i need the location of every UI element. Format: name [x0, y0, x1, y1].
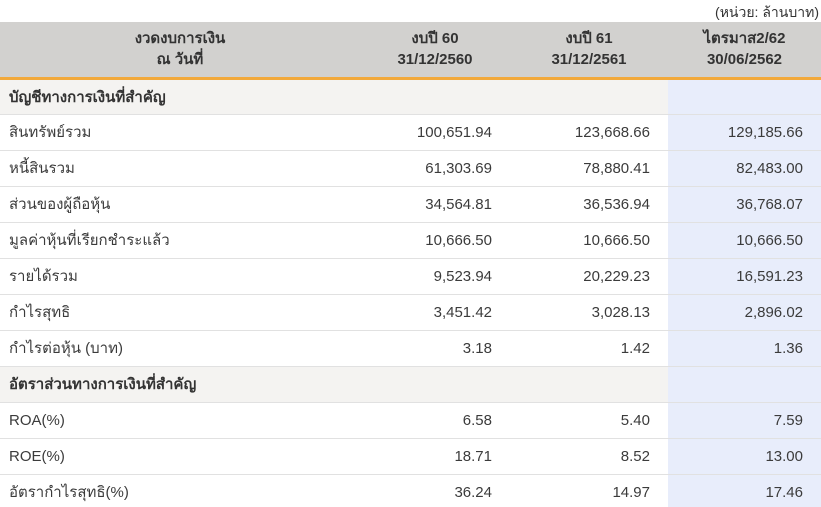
table-row: ROE(%) 18.71 8.52 13.00: [0, 438, 821, 475]
header-period: งวดงบการเงิน ณ วันที่: [0, 22, 360, 80]
cell-value: 123,668.66: [510, 114, 668, 151]
cell-value-latest: 1.36: [668, 330, 821, 367]
table-row: สินทรัพย์รวม 100,651.94 123,668.66 129,1…: [0, 114, 821, 151]
row-label: กำไรสุทธิ: [0, 294, 360, 331]
cell-value-latest: 82,483.00: [668, 150, 821, 187]
section-row-ratios: อัตราส่วนทางการเงินที่สำคัญ: [0, 366, 821, 403]
table-row: มูลค่าหุ้นที่เรียกชำระแล้ว 10,666.50 10,…: [0, 222, 821, 259]
header-col-q2-62-date: 30/06/2562: [706, 51, 783, 69]
section-title: บัญชีทางการเงินที่สำคัญ: [0, 78, 668, 115]
cell-value-latest: 16,591.23: [668, 258, 821, 295]
table-row: หนี้สินรวม 61,303.69 78,880.41 82,483.00: [0, 150, 821, 187]
financial-highlights-table: งวดงบการเงิน ณ วันที่ งบปี 60 31/12/2560…: [0, 22, 821, 507]
row-label: สินทรัพย์รวม: [0, 114, 360, 151]
unit-note: (หน่วย: ล้านบาท): [715, 4, 819, 20]
header-col-fy60-label: งบปี 60: [411, 29, 459, 47]
cell-value: 8.52: [510, 438, 668, 475]
cell-value: 78,880.41: [510, 150, 668, 187]
section-highlight-cell: [668, 78, 821, 115]
table-row: ส่วนของผู้ถือหุ้น 34,564.81 36,536.94 36…: [0, 186, 821, 223]
header-col-fy61-label: งบปี 61: [565, 29, 613, 47]
cell-value: 3.18: [360, 330, 510, 367]
cell-value-latest: 36,768.07: [668, 186, 821, 223]
cell-value: 5.40: [510, 402, 668, 439]
row-label: รายได้รวม: [0, 258, 360, 295]
cell-value: 18.71: [360, 438, 510, 475]
header-col-q2-62-label: ไตรมาส2/62: [703, 29, 786, 47]
cell-value-latest: 7.59: [668, 402, 821, 439]
section-highlight-cell: [668, 366, 821, 403]
cell-value: 6.58: [360, 402, 510, 439]
row-label: ส่วนของผู้ถือหุ้น: [0, 186, 360, 223]
cell-value-latest: 129,185.66: [668, 114, 821, 151]
cell-value: 3,028.13: [510, 294, 668, 331]
cell-value: 1.42: [510, 330, 668, 367]
cell-value: 100,651.94: [360, 114, 510, 151]
section-row-accounts: บัญชีทางการเงินที่สำคัญ: [0, 78, 821, 115]
cell-value: 34,564.81: [360, 186, 510, 223]
header-period-line2: ณ วันที่: [156, 51, 204, 69]
row-label: ROA(%): [0, 402, 360, 439]
cell-value: 10,666.50: [360, 222, 510, 259]
cell-value-latest: 17.46: [668, 474, 821, 507]
table-row: อัตรากำไรสุทธิ(%) 36.24 14.97 17.46: [0, 474, 821, 507]
row-label: ROE(%): [0, 438, 360, 475]
cell-value-latest: 2,896.02: [668, 294, 821, 331]
header-col-fy60: งบปี 60 31/12/2560: [360, 22, 510, 80]
cell-value: 20,229.23: [510, 258, 668, 295]
header-period-line1: งวดงบการเงิน: [134, 29, 226, 47]
header-col-fy60-date: 31/12/2560: [397, 51, 473, 69]
cell-value-latest: 13.00: [668, 438, 821, 475]
table-row: กำไรต่อหุ้น (บาท) 3.18 1.42 1.36: [0, 330, 821, 367]
header-col-q2-62: ไตรมาส2/62 30/06/2562: [668, 22, 821, 80]
row-label: มูลค่าหุ้นที่เรียกชำระแล้ว: [0, 222, 360, 259]
section-title: อัตราส่วนทางการเงินที่สำคัญ: [0, 366, 668, 403]
row-label: กำไรต่อหุ้น (บาท): [0, 330, 360, 367]
cell-value: 36.24: [360, 474, 510, 507]
table-row: รายได้รวม 9,523.94 20,229.23 16,591.23: [0, 258, 821, 295]
cell-value: 14.97: [510, 474, 668, 507]
row-label: อัตรากำไรสุทธิ(%): [0, 474, 360, 507]
cell-value: 61,303.69: [360, 150, 510, 187]
cell-value-latest: 10,666.50: [668, 222, 821, 259]
table-row: ROA(%) 6.58 5.40 7.59: [0, 402, 821, 439]
cell-value: 36,536.94: [510, 186, 668, 223]
row-label: หนี้สินรวม: [0, 150, 360, 187]
header-col-fy61: งบปี 61 31/12/2561: [510, 22, 668, 80]
cell-value: 3,451.42: [360, 294, 510, 331]
table-header-row: งวดงบการเงิน ณ วันที่ งบปี 60 31/12/2560…: [0, 22, 821, 80]
cell-value: 10,666.50: [510, 222, 668, 259]
table-row: กำไรสุทธิ 3,451.42 3,028.13 2,896.02: [0, 294, 821, 331]
header-col-fy61-date: 31/12/2561: [551, 51, 627, 69]
cell-value: 9,523.94: [360, 258, 510, 295]
